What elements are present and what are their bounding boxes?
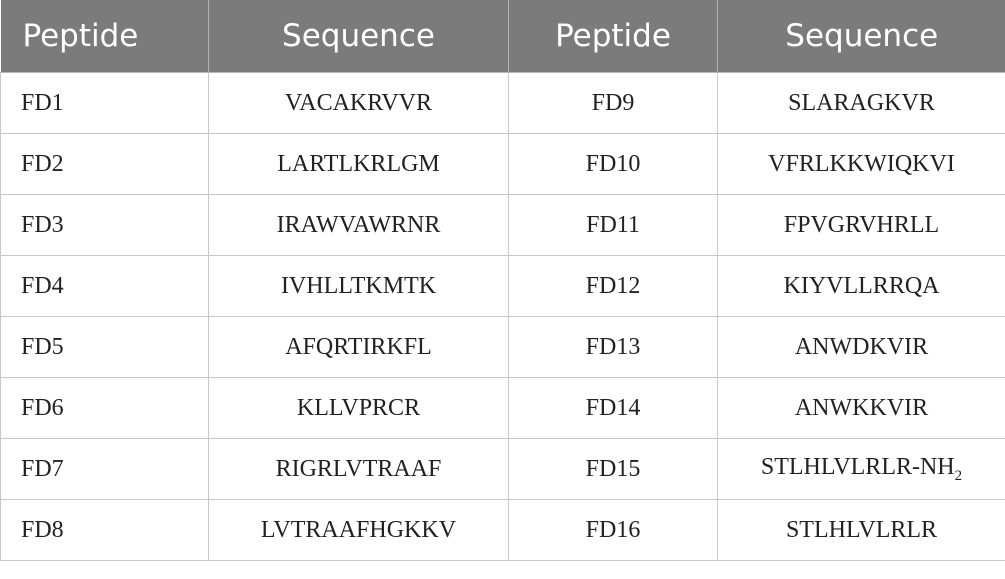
right-peptide-cell: FD13 [508,316,718,378]
table-row: FD5 AFQRTIRKFL FD13 ANWDKVIR [0,316,1005,378]
table-row: FD3 IRAWVAWRNR FD11 FPVGRVHRLL [0,194,1005,256]
header-sequence-right: Sequence [717,0,1005,73]
table-row: FD2 LARTLKRLGM FD10 VFRLKKWIQKVI [0,133,1005,195]
header-peptide-right: Peptide [508,0,718,73]
right-sequence-cell: VFRLKKWIQKVI [717,133,1005,195]
left-sequence-cell: RIGRLVTRAAF [208,438,509,500]
table-row: FD8 LVTRAAFHGKKV FD16 STLHLVLRLR [0,499,1005,561]
sequence-subscript: 2 [954,467,963,484]
left-sequence-cell: IVHLLTKMTK [208,255,509,317]
left-sequence-cell: LARTLKRLGM [208,133,509,195]
right-sequence-cell: STLHLVLRLR [717,499,1005,561]
right-sequence-cell: ANWDKVIR [717,316,1005,378]
right-peptide-cell: FD12 [508,255,718,317]
header-peptide-left: Peptide [0,0,209,73]
left-peptide-cell: FD2 [0,133,209,195]
table-body: FD1 VACAKRVVR FD9 SLARAGKVR FD2 LARTLKRL… [0,72,1005,561]
peptide-table: Peptide Sequence Peptide Sequence FD1 VA… [0,0,1005,561]
left-peptide-cell: FD1 [0,72,209,134]
table-header: Peptide Sequence Peptide Sequence [0,0,1005,73]
left-peptide-cell: FD6 [0,377,209,439]
header-row: Peptide Sequence Peptide Sequence [0,0,1005,73]
right-sequence-cell: KIYVLLRRQA [717,255,1005,317]
left-sequence-cell: KLLVPRCR [208,377,509,439]
left-peptide-cell: FD4 [0,255,209,317]
left-peptide-cell: FD3 [0,194,209,256]
right-sequence-cell: SLARAGKVR [717,72,1005,134]
left-sequence-cell: IRAWVAWRNR [208,194,509,256]
right-sequence-cell: FPVGRVHRLL [717,194,1005,256]
left-peptide-cell: FD7 [0,438,209,500]
right-peptide-cell: FD9 [508,72,718,134]
header-sequence-left: Sequence [208,0,509,73]
left-peptide-cell: FD8 [0,499,209,561]
right-peptide-cell: FD10 [508,133,718,195]
right-peptide-cell: FD16 [508,499,718,561]
table-row: FD4 IVHLLTKMTK FD12 KIYVLLRRQA [0,255,1005,317]
right-peptide-cell: FD15 [508,438,718,500]
right-peptide-cell: FD14 [508,377,718,439]
right-sequence-cell: ANWKKVIR [717,377,1005,439]
left-sequence-cell: VACAKRVVR [208,72,509,134]
left-peptide-cell: FD5 [0,316,209,378]
left-sequence-cell: LVTRAAFHGKKV [208,499,509,561]
right-peptide-cell: FD11 [508,194,718,256]
right-sequence-cell: STLHLVLRLR-NH2 [717,438,1005,500]
table-row: FD7 RIGRLVTRAAF FD15 STLHLVLRLR-NH2 [0,438,1005,500]
table-row: FD6 KLLVPRCR FD14 ANWKKVIR [0,377,1005,439]
table-row: FD1 VACAKRVVR FD9 SLARAGKVR [0,72,1005,134]
left-sequence-cell: AFQRTIRKFL [208,316,509,378]
sequence-text: STLHLVLRLR-NH [760,453,955,480]
